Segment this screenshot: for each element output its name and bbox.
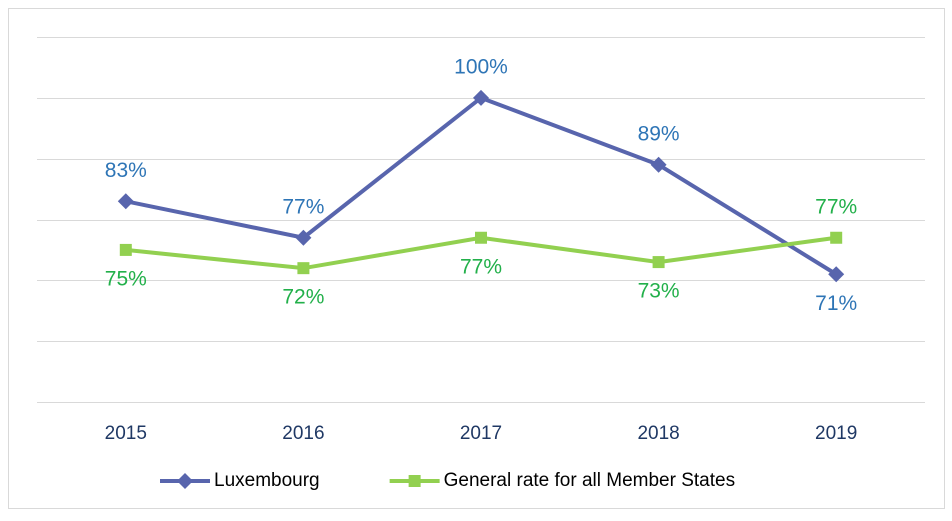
data-label: 71%: [815, 292, 857, 315]
data-point: [295, 229, 312, 246]
data-point: [830, 231, 843, 244]
data-label: 89%: [638, 122, 680, 145]
data-point: [828, 266, 845, 283]
data-label: 75%: [105, 267, 147, 290]
x-tick-label: 2018: [637, 423, 679, 444]
chart-border: [8, 8, 945, 509]
data-point: [473, 89, 489, 106]
data-point: [475, 231, 487, 244]
x-tick-label: 2019: [815, 423, 857, 444]
legend-marker: [177, 473, 193, 489]
x-tick-label: 2016: [282, 423, 324, 444]
data-label: 77%: [282, 195, 324, 218]
legend-label: Luxembourg: [214, 470, 320, 491]
data-label: 73%: [638, 280, 680, 303]
data-point: [119, 243, 132, 256]
data-label: 100%: [454, 55, 508, 78]
data-label: 83%: [105, 159, 147, 182]
data-point: [650, 156, 667, 173]
x-tick-label: 2017: [460, 423, 502, 444]
legend-marker: [408, 475, 421, 487]
data-point: [652, 256, 665, 269]
data-label: 77%: [460, 255, 502, 278]
data-label: 72%: [282, 286, 324, 309]
data-point: [117, 193, 134, 210]
legend-label: General rate for all Member States: [444, 470, 735, 491]
data-label: 77%: [815, 195, 857, 218]
data-point: [297, 262, 310, 275]
x-tick-label: 2015: [105, 423, 147, 444]
